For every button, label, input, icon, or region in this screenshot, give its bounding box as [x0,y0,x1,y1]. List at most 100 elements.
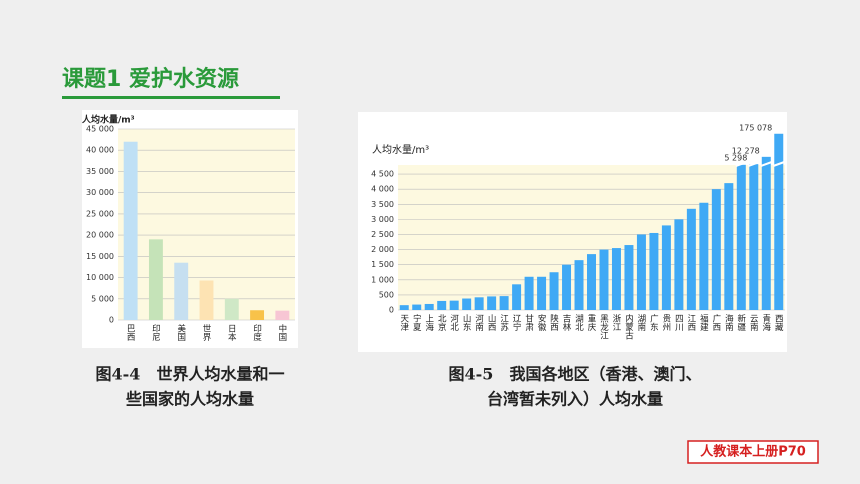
caption: 台湾暂未列入）人均水量 [487,390,663,409]
bar [549,272,559,310]
bar [462,298,472,310]
bar [499,296,509,310]
bar [649,232,659,310]
bar [148,239,163,320]
bar [487,296,497,310]
x-tick-label: 山东 [461,313,471,331]
x-tick-label: 海南 [723,313,733,331]
bar [574,260,584,310]
bar [512,284,522,310]
bar [424,303,434,310]
bar [474,297,484,310]
x-tick-label: 河南 [474,313,484,331]
x-tick-label: 日本 [226,324,236,342]
y-tick-label: 35 000 [86,167,114,176]
x-tick-label: 西藏 [773,314,783,332]
bar [611,248,621,310]
x-tick-label: 美国 [176,323,186,342]
x-tick-label: 中国 [277,323,287,342]
bar [449,300,459,310]
x-tick-label: 江苏 [499,314,509,332]
y-tick-label: 3 500 [371,200,394,209]
x-tick-label: 辽宁 [511,314,521,331]
y-tick-label: 30 000 [86,188,114,197]
bar [636,234,646,310]
bar [412,304,422,310]
y-tick-label: 2 500 [371,230,394,239]
x-tick-label: 安徽 [536,313,546,332]
x-tick-label: 广西 [711,313,721,332]
x-tick-label: 北京 [436,314,446,332]
y-tick-label: 40 000 [86,146,114,155]
x-tick-label: 黑龙江 [598,314,608,340]
value-label: 12 278 [732,146,760,155]
x-tick-label: 广东 [648,313,658,331]
bar [224,298,239,320]
bar [437,300,447,310]
x-tick-label: 印度 [252,323,262,342]
bar [724,183,734,310]
x-tick-label: 湖北 [574,314,584,332]
bar [399,305,409,310]
bar [711,189,721,310]
bar [686,208,696,310]
y-tick-label: 5 000 [91,294,114,303]
y-tick-label: 20 000 [86,231,114,240]
caption: 图4-5 我国各地区（香港、澳门、 [449,365,702,384]
x-tick-label: 河北 [449,313,459,332]
x-tick-label: 湖南 [636,314,646,331]
x-tick-label: 印尼 [150,323,160,342]
bar [250,310,265,320]
x-tick-label: 吉林 [561,314,571,332]
y-tick-label: 2 000 [371,245,394,254]
x-tick-label: 山西 [486,313,496,332]
bar [562,264,572,310]
y-tick-label: 0 [389,306,394,315]
y-tick-label: 15 000 [86,252,114,261]
x-tick-label: 江西 [686,314,696,332]
x-tick-label: 云南 [748,314,758,331]
axis-break [772,161,785,167]
bar [587,254,596,310]
x-tick-label: 上海 [424,314,434,332]
y-tick-label: 45 000 [86,125,114,134]
x-tick-label: 巴西 [125,324,135,342]
slide-title: 课题1 爱护水资源 [62,67,239,92]
y-tick-label: 1 500 [371,260,394,269]
caption: 些国家的人均水量 [126,390,254,409]
bar [624,245,634,310]
y-tick-label: 1 000 [371,275,394,284]
bar [199,280,214,320]
x-tick-label: 四川 [673,314,683,331]
y-tick-label: 4 000 [371,185,394,194]
bar [761,156,771,310]
axis-break [735,161,748,167]
badge-box [687,440,819,464]
bar [774,133,784,310]
badge: 人教课本上册P70 [700,444,806,460]
x-tick-label: 世界 [201,323,211,342]
bar [275,310,290,320]
x-tick-label: 天津 [399,314,409,332]
title-underline [62,96,280,99]
caption: 图4-4 世界人均水量和一 [96,365,285,384]
x-tick-label: 甘肃 [524,313,534,332]
x-tick-label: 宁夏 [411,313,421,331]
x-tick-label: 青海 [761,313,771,332]
bar [699,202,709,310]
bar [537,276,547,310]
y-tick-label: 4 500 [371,170,394,179]
y-tick-label: 3 000 [371,215,394,224]
y-axis-label: 人均水量/m³ [372,144,429,156]
value-label: 175 078 [739,123,772,132]
x-tick-label: 福建 [698,313,708,332]
y-tick-label: 500 [379,290,394,299]
y-axis-label: 人均水量/m³ [81,114,135,126]
axis-break [747,161,760,167]
bar [736,164,746,310]
y-tick-label: 25 000 [86,209,114,218]
bar [174,262,189,320]
bar [524,276,534,310]
bar [123,141,138,320]
